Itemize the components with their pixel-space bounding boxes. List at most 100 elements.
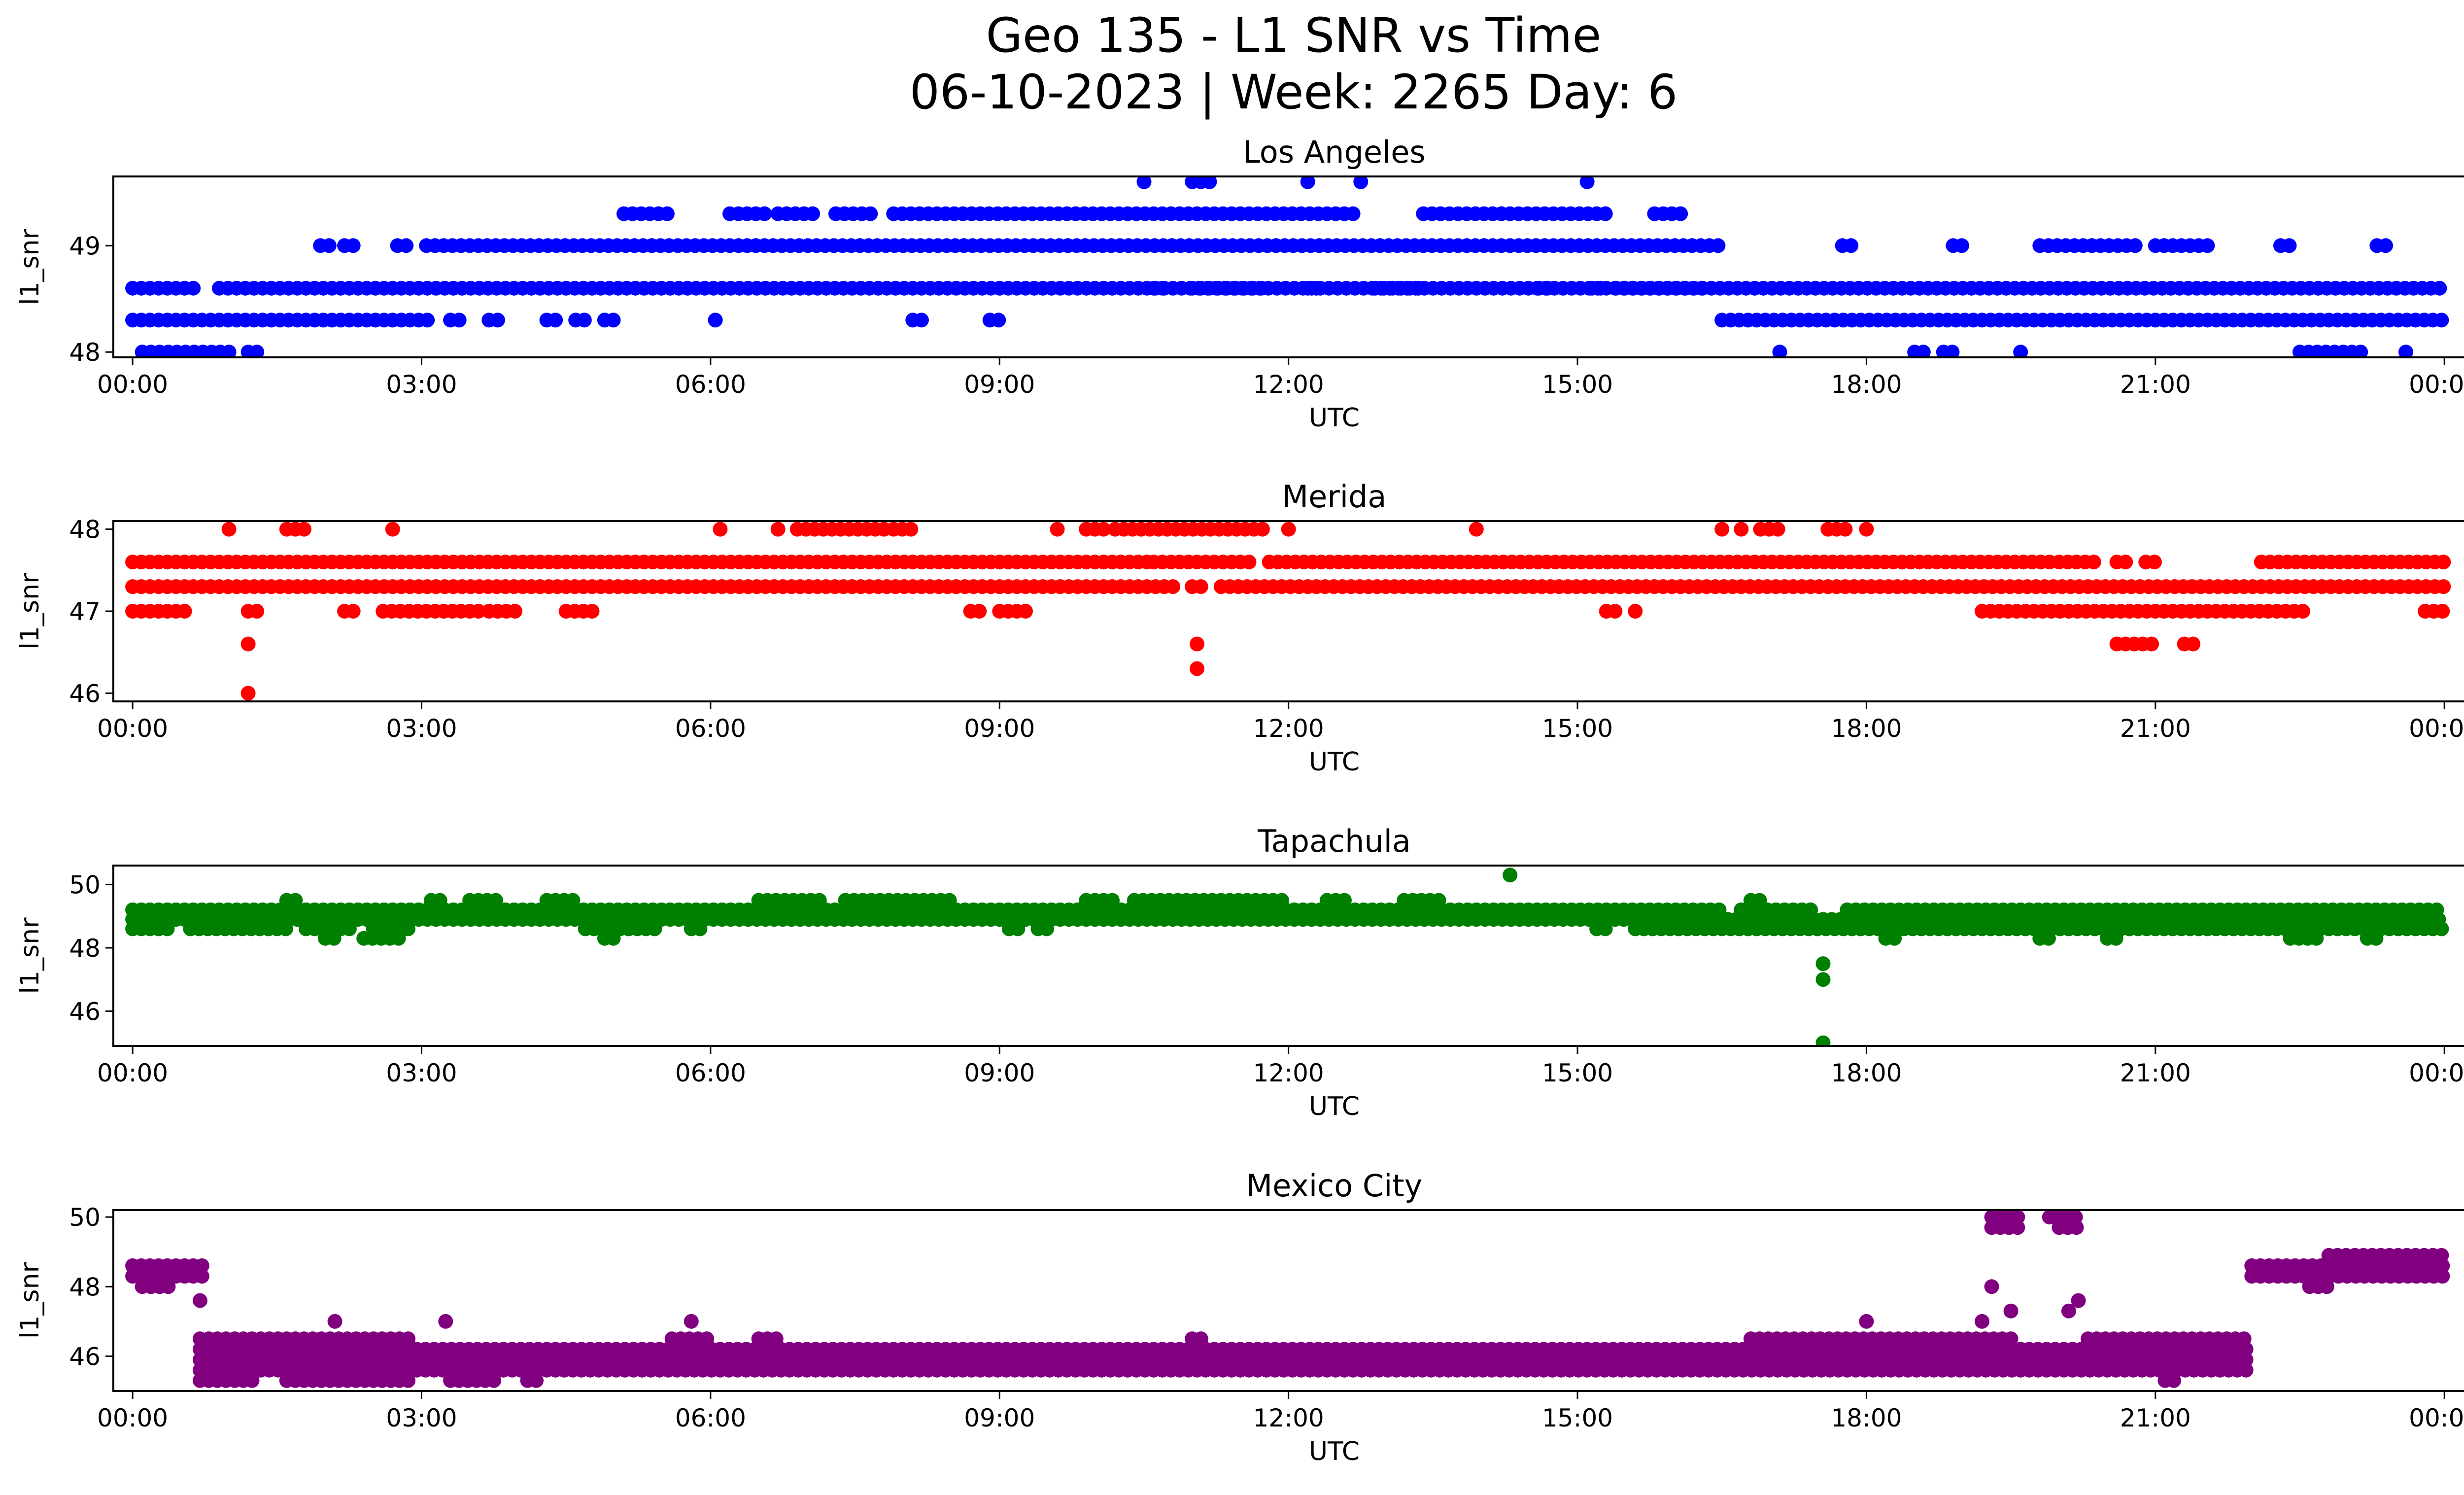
merida-point <box>1190 636 1204 652</box>
mexico-city-point <box>699 1331 715 1347</box>
mexico-city-point <box>684 1314 699 1329</box>
los-angeles-point <box>805 206 821 221</box>
merida-point <box>297 522 311 537</box>
merida-point <box>2147 555 2162 570</box>
mexico-city-point <box>401 1373 416 1388</box>
merida-point <box>972 604 987 619</box>
merida-point <box>770 522 786 537</box>
merida-x-tick-label: 12:00 <box>1253 714 1324 743</box>
tapachula-y-axis-label: l1_snr <box>15 917 45 994</box>
los-angeles-point <box>1300 176 1315 189</box>
los-angeles-axes-frame <box>112 175 2464 358</box>
merida-point <box>249 604 265 619</box>
mexico-city-point <box>2071 1293 2086 1308</box>
tapachula-point <box>1598 921 1613 937</box>
mexico-city-point <box>2061 1303 2076 1319</box>
mexico-city-y-tick-label: 48 <box>69 1273 101 1301</box>
tapachula-point <box>1337 893 1352 908</box>
tapachula-point <box>2108 931 2123 946</box>
los-angeles-point <box>1353 176 1369 189</box>
merida-point <box>2144 636 2159 652</box>
mexico-city-point <box>2003 1303 2019 1319</box>
merida-x-tick-label: 03:00 <box>386 714 457 743</box>
los-angeles-point <box>1673 206 1688 221</box>
tapachula-y-tick-label: 48 <box>69 934 101 963</box>
tapachula-x-tick-label: 00:00 <box>2409 1059 2464 1087</box>
merida-point <box>1050 522 1065 537</box>
tapachula-point <box>1105 893 1120 908</box>
mexico-city-x-tick-label: 09:00 <box>964 1404 1035 1432</box>
figure-title-line2: 06-10-2023 | Week: 2265 Day: 6 <box>910 65 1678 120</box>
los-angeles-point <box>221 345 237 357</box>
tapachula-point <box>1752 893 1767 908</box>
los-angeles-point <box>2127 238 2143 253</box>
los-angeles-x-tick-label: 18:00 <box>1831 370 1902 399</box>
tapachula-y-tick-label: 50 <box>69 871 101 900</box>
mexico-city-point <box>1859 1314 1874 1329</box>
merida-point <box>1608 604 1623 619</box>
tapachula-point <box>401 921 416 937</box>
mexico-city-point <box>194 1258 209 1273</box>
los-angeles-point <box>2013 345 2028 357</box>
los-angeles-point <box>1945 345 1960 357</box>
tapachula-point <box>2041 931 2056 946</box>
tapachula-x-tick-label: 09:00 <box>964 1059 1035 1087</box>
mexico-city-points <box>125 1210 2450 1388</box>
los-angeles-point <box>1345 206 1361 221</box>
merida-point <box>903 522 919 537</box>
mexico-city-point <box>2319 1279 2334 1294</box>
mexico-city-point <box>327 1314 342 1329</box>
mexico-city-point <box>2238 1362 2254 1378</box>
mexico-city-x-tick-label: 06:00 <box>675 1404 746 1432</box>
tapachula-point <box>647 921 662 937</box>
los-angeles-point <box>321 238 337 253</box>
tapachula-point <box>1274 893 1289 908</box>
los-angeles-point <box>1711 238 1726 253</box>
los-angeles-point <box>1593 280 1608 296</box>
merida-point <box>1859 522 1874 537</box>
tapachula-title: Tapachula <box>1257 823 1411 859</box>
mexico-city-point <box>1975 1314 1989 1329</box>
mexico-city-x-tick-label: 12:00 <box>1253 1404 1324 1432</box>
los-angeles-point <box>548 313 563 328</box>
tapachula-point <box>488 893 503 908</box>
tapachula-point <box>1503 868 1518 883</box>
subplot-tapachula: Tapachula 00:00 03:00 06:00 09:00 12:00 15:00 1… <box>15 823 2464 1121</box>
tapachula-point <box>160 921 175 937</box>
merida-y-tick-label: 46 <box>69 679 101 708</box>
subplot-mexico-city: Mexico City 00:00 03:00 06:00 09:00 12:00 15:0… <box>15 1168 2464 1466</box>
tapachula-point <box>1010 921 1026 937</box>
merida-point <box>2118 555 2133 570</box>
merida-point <box>1469 522 1484 537</box>
tapachula-point <box>606 931 621 946</box>
merida-point <box>471 604 486 619</box>
merida-point <box>2436 579 2451 594</box>
merida-x-tick-label: 00:00 <box>97 714 168 743</box>
merida-point <box>2086 555 2101 570</box>
tapachula-point <box>2434 921 2449 937</box>
merida-point <box>584 604 600 619</box>
mexico-city-point <box>2166 1373 2181 1388</box>
merida-point <box>1193 579 1208 594</box>
los-angeles-point <box>399 238 414 253</box>
merida-x-tick-label: 15:00 <box>1542 714 1613 743</box>
los-angeles-point <box>249 345 265 357</box>
los-angeles-point <box>1598 206 1613 221</box>
los-angeles-title: Los Angeles <box>1243 134 1425 170</box>
los-angeles-point <box>2378 238 2393 253</box>
los-angeles-x-tick-label: 12:00 <box>1253 370 1324 399</box>
los-angeles-point <box>2434 313 2449 328</box>
merida-point <box>177 604 192 619</box>
merida-point <box>385 522 400 537</box>
figure-title-line1: Geo 135 - L1 SNR vs Time <box>986 8 1602 63</box>
mexico-city-point <box>486 1373 502 1388</box>
tapachula-point <box>391 931 406 946</box>
los-angeles-x-tick-label: 06:00 <box>675 370 746 399</box>
tapachula-x-tick-label: 03:00 <box>386 1059 457 1087</box>
merida-point <box>1165 579 1181 594</box>
los-angeles-point <box>2282 238 2297 253</box>
los-angeles-point <box>2398 345 2413 357</box>
tapachula-x-tick-label: 12:00 <box>1253 1059 1324 1087</box>
mexico-city-point <box>161 1279 176 1294</box>
